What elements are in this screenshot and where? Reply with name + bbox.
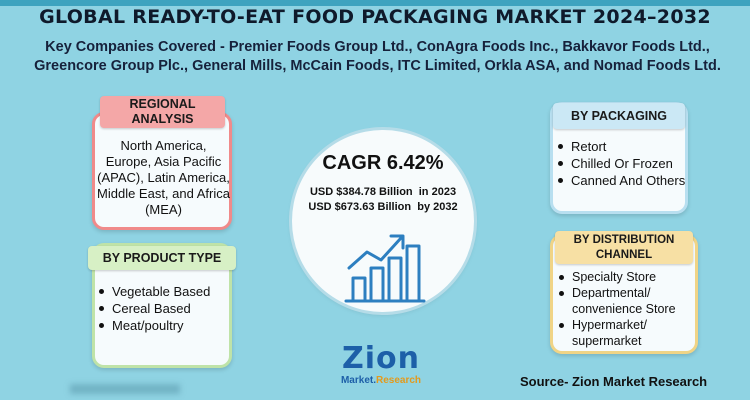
list-item: Vegetable Based bbox=[96, 283, 232, 300]
logo-wordmark: Zion bbox=[341, 341, 420, 376]
list-item: Specialty Store bbox=[556, 269, 698, 285]
key-companies-text: Key Companies Covered - Premier Foods Gr… bbox=[34, 39, 721, 74]
list-item: Canned And Others bbox=[555, 172, 687, 189]
market-value-2023: USD $384.78 Billion in 2023 bbox=[309, 186, 457, 198]
regional-analysis-text: North America, Europe, Asia Pacific (APA… bbox=[97, 138, 230, 217]
packaging-label: BY PACKAGING bbox=[553, 103, 685, 129]
page-title: GLOBAL READY-TO-EAT FOOD PACKAGING MARKE… bbox=[39, 6, 711, 28]
zion-logo: Zion Market.Research bbox=[326, 342, 436, 394]
logo-subtext: Market.Research bbox=[326, 375, 436, 386]
source-text: Source- Zion Market Research bbox=[520, 374, 708, 389]
list-item: Meat/poultry bbox=[96, 317, 232, 334]
list-item: Hypermarket/ supermarket bbox=[556, 317, 698, 349]
distribution-channel-list: Specialty Store Departmental/ convenienc… bbox=[556, 269, 698, 349]
list-item: Chilled Or Frozen bbox=[555, 155, 687, 172]
cagr-value: CAGR 6.42% bbox=[322, 152, 444, 174]
distribution-channel-label: BY DISTRIBUTION CHANNEL bbox=[555, 231, 693, 264]
product-type-label: BY PRODUCT TYPE bbox=[88, 246, 236, 270]
list-item: Retort bbox=[555, 138, 687, 155]
top-accent-bar bbox=[0, 0, 750, 6]
packaging-list: Retort Chilled Or Frozen Canned And Othe… bbox=[555, 138, 687, 189]
market-value-2032: USD $673.63 Billion by 2032 bbox=[308, 201, 458, 213]
decorative-shadow bbox=[70, 384, 180, 394]
regional-analysis-card bbox=[92, 112, 232, 230]
list-item: Cereal Based bbox=[96, 300, 232, 317]
growth-chart-icon bbox=[344, 234, 426, 303]
regional-analysis-label: REGIONAL ANALYSIS bbox=[100, 96, 225, 128]
logo-sub-b: Research bbox=[375, 375, 422, 386]
logo-sub-a: Market. bbox=[340, 375, 376, 386]
product-type-list: Vegetable Based Cereal Based Meat/poultr… bbox=[96, 283, 232, 334]
list-item: Departmental/ convenience Store bbox=[556, 285, 698, 317]
